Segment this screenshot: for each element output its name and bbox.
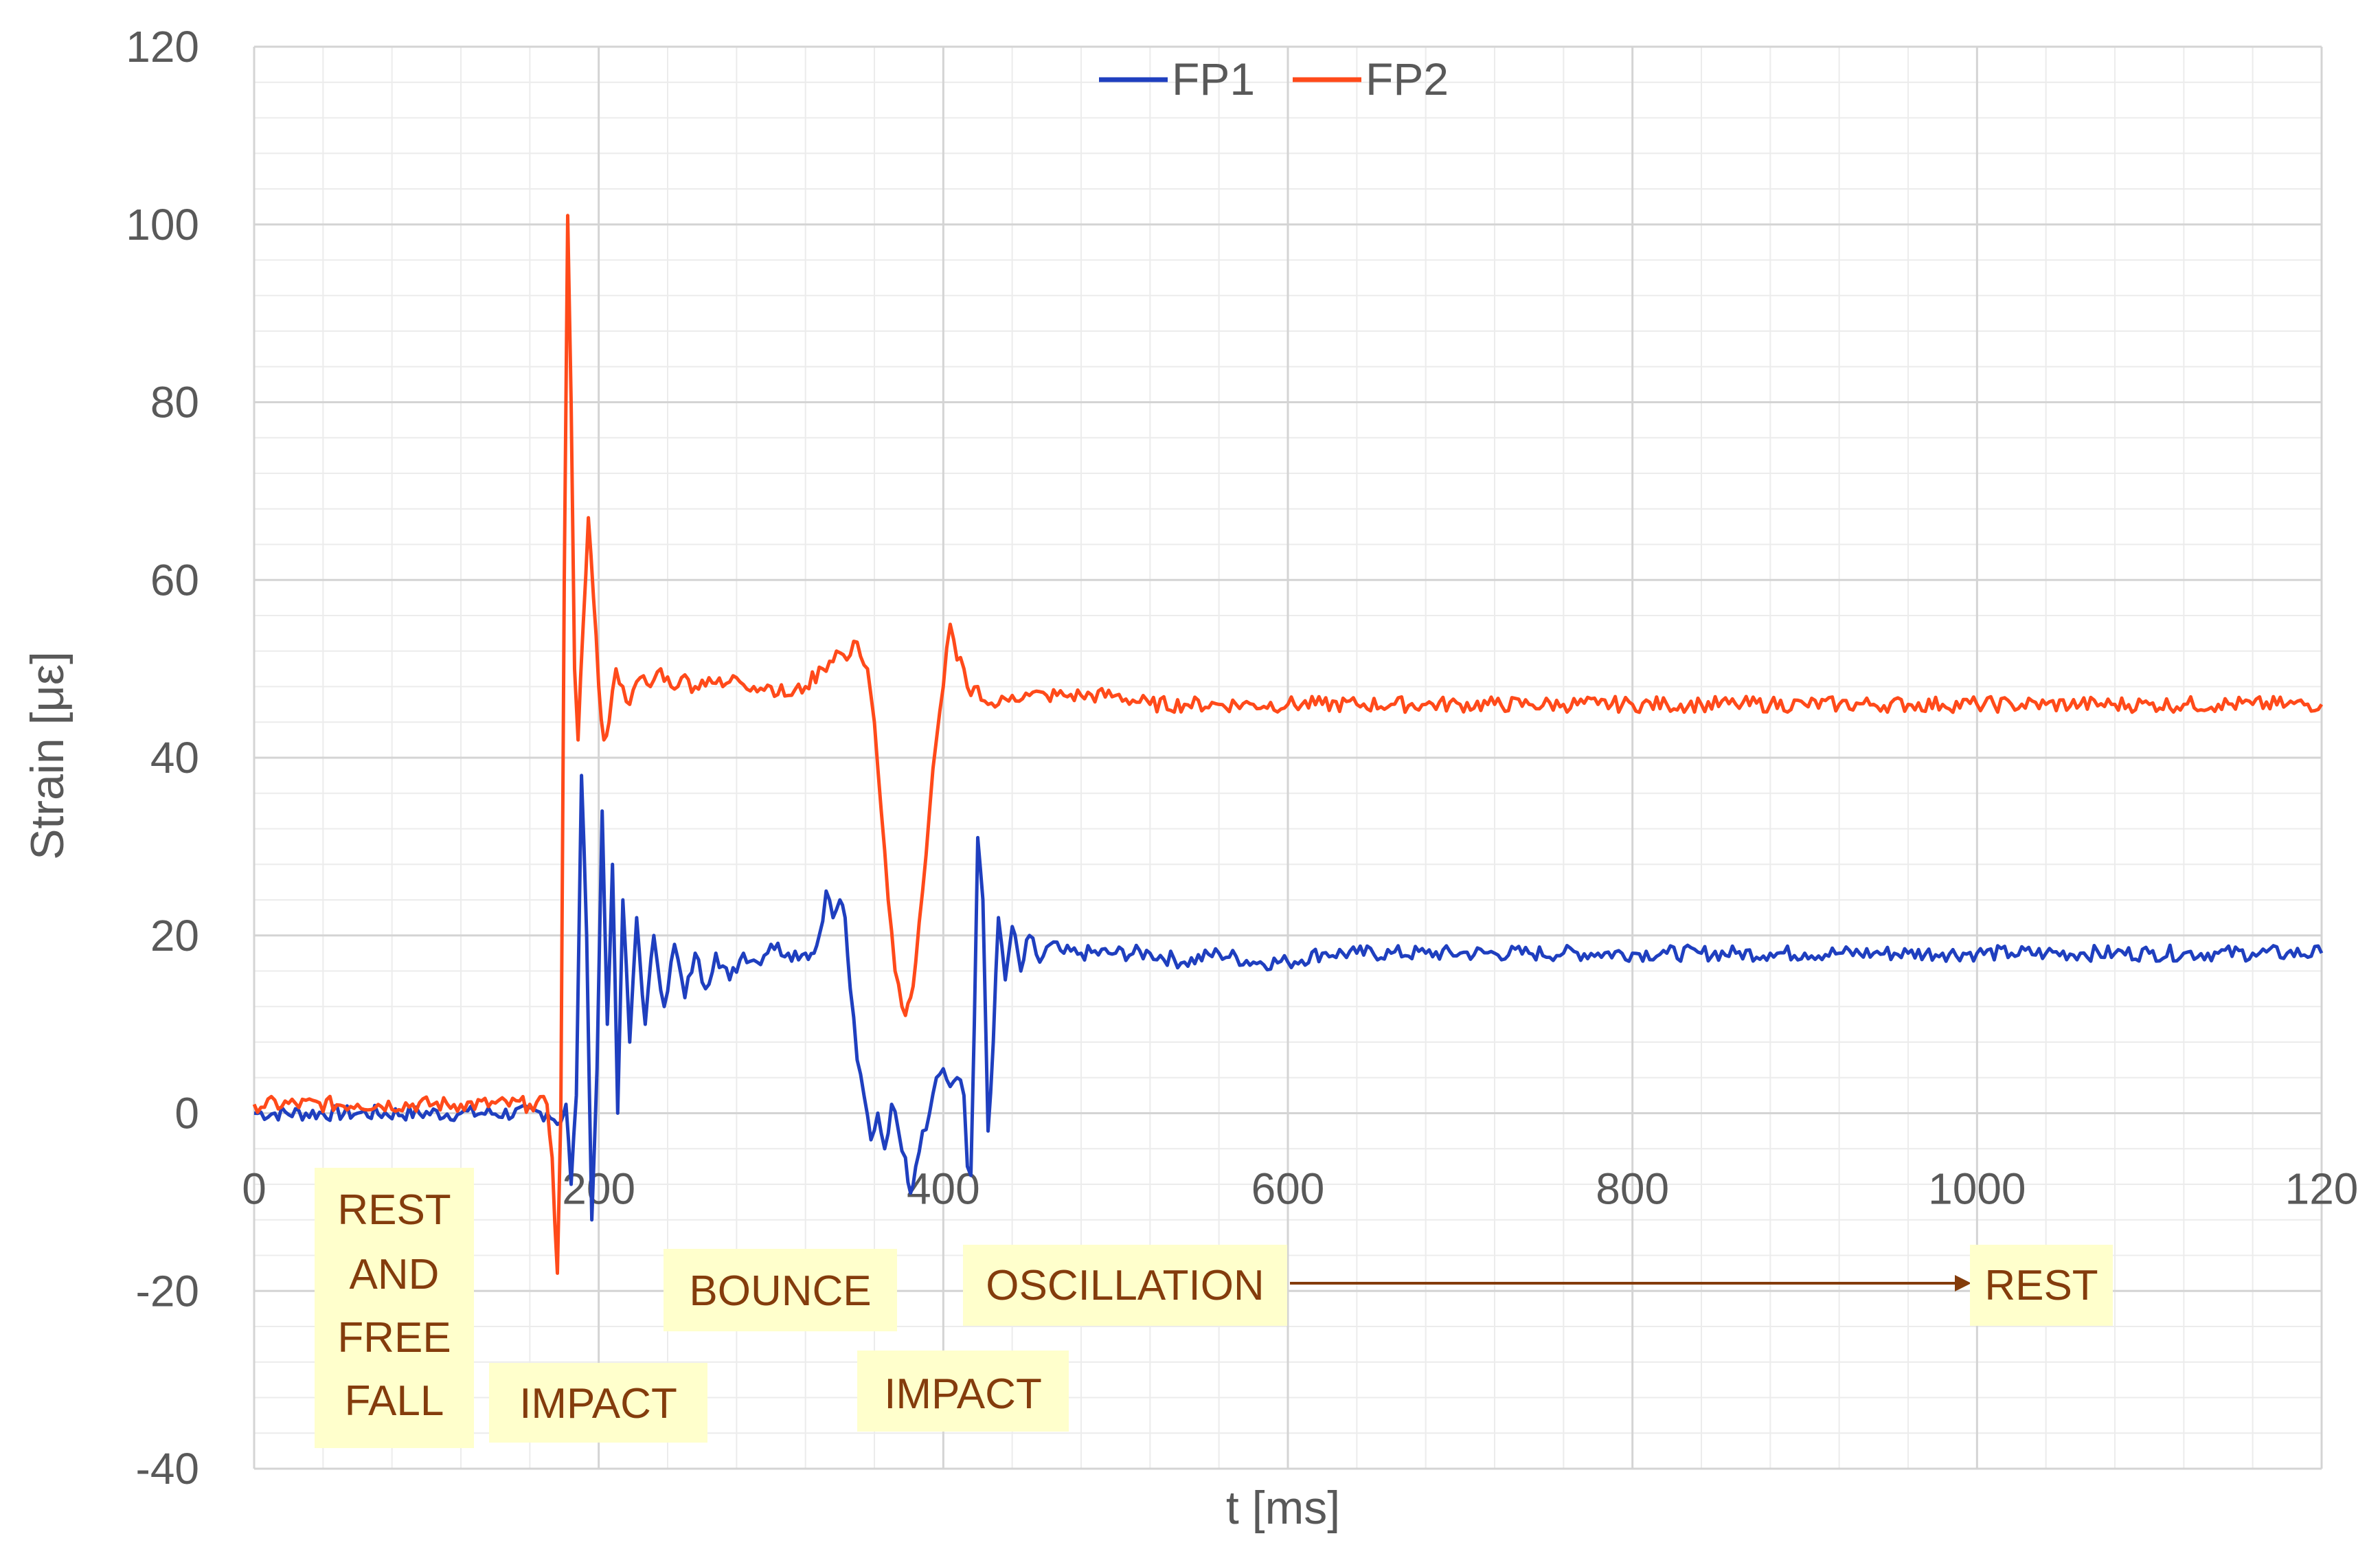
x-tick-label: 1000 [1928, 1164, 2026, 1214]
y-tick-label: 80 [150, 378, 199, 427]
annotation-impact-second: IMPACT [857, 1351, 1069, 1432]
x-tick-label: 800 [1596, 1164, 1669, 1214]
x-axis-ticks: 0 200 400 600 800 1000 120 [242, 1164, 2358, 1214]
x-tick-label: 0 [242, 1164, 267, 1214]
annotation-text: BOUNCE [689, 1267, 871, 1315]
annotation-text: FALL [345, 1377, 444, 1425]
x-tick-label: 120 [2285, 1164, 2359, 1214]
legend: FP1 FP2 [1099, 54, 1449, 104]
annotation-bounce: BOUNCE [664, 1249, 897, 1331]
annotation-text: REST [337, 1186, 451, 1234]
y-axis-ticks: -40 -20 0 20 40 60 80 100 120 [126, 22, 199, 1493]
legend-label-fp2: FP2 [1365, 54, 1449, 104]
annotation-box [489, 1363, 707, 1443]
y-tick-label: 100 [126, 200, 199, 249]
annotation-text: IMPACT [884, 1370, 1042, 1418]
series-line-fp1 [253, 774, 2324, 1222]
annotation-text: OSCILLATION [986, 1262, 1264, 1309]
annotation-text: AND [350, 1251, 440, 1298]
y-tick-label: -40 [136, 1444, 200, 1493]
annotation-text: REST [1984, 1262, 2098, 1309]
legend-label-fp1: FP1 [1172, 54, 1255, 104]
annotation-text: FREE [337, 1314, 451, 1362]
x-tick-label: 600 [1251, 1164, 1325, 1214]
x-tick-label: 400 [907, 1164, 980, 1214]
annotation-arrow [1290, 1275, 1971, 1291]
y-axis-title: Strain [με] [21, 651, 73, 860]
series-line-fp2 [252, 214, 2324, 1275]
arrow-head [1955, 1275, 1971, 1291]
x-axis-title: t [ms] [1226, 1482, 1340, 1534]
annotation-box [963, 1245, 1287, 1326]
y-tick-label: 40 [150, 733, 199, 782]
y-tick-label: 0 [174, 1089, 199, 1138]
annotation-box [857, 1351, 1069, 1432]
annotation-box [1970, 1245, 2113, 1326]
y-tick-label: 20 [150, 911, 199, 960]
y-tick-label: 120 [126, 22, 199, 71]
y-tick-label: 60 [150, 555, 199, 605]
annotation-text: IMPACT [519, 1380, 677, 1427]
annotation-rest: REST [1970, 1245, 2113, 1326]
annotation-box [315, 1168, 474, 1448]
annotation-impact-first: IMPACT [489, 1363, 707, 1443]
series-lines [252, 214, 2324, 1275]
annotation-rest-and-free-fall: REST AND FREE FALL [315, 1168, 474, 1448]
y-tick-label: -20 [136, 1266, 200, 1315]
annotation-oscillation: OSCILLATION [963, 1245, 1287, 1326]
x-tick-label: 200 [562, 1164, 635, 1214]
annotation-box [664, 1249, 897, 1331]
